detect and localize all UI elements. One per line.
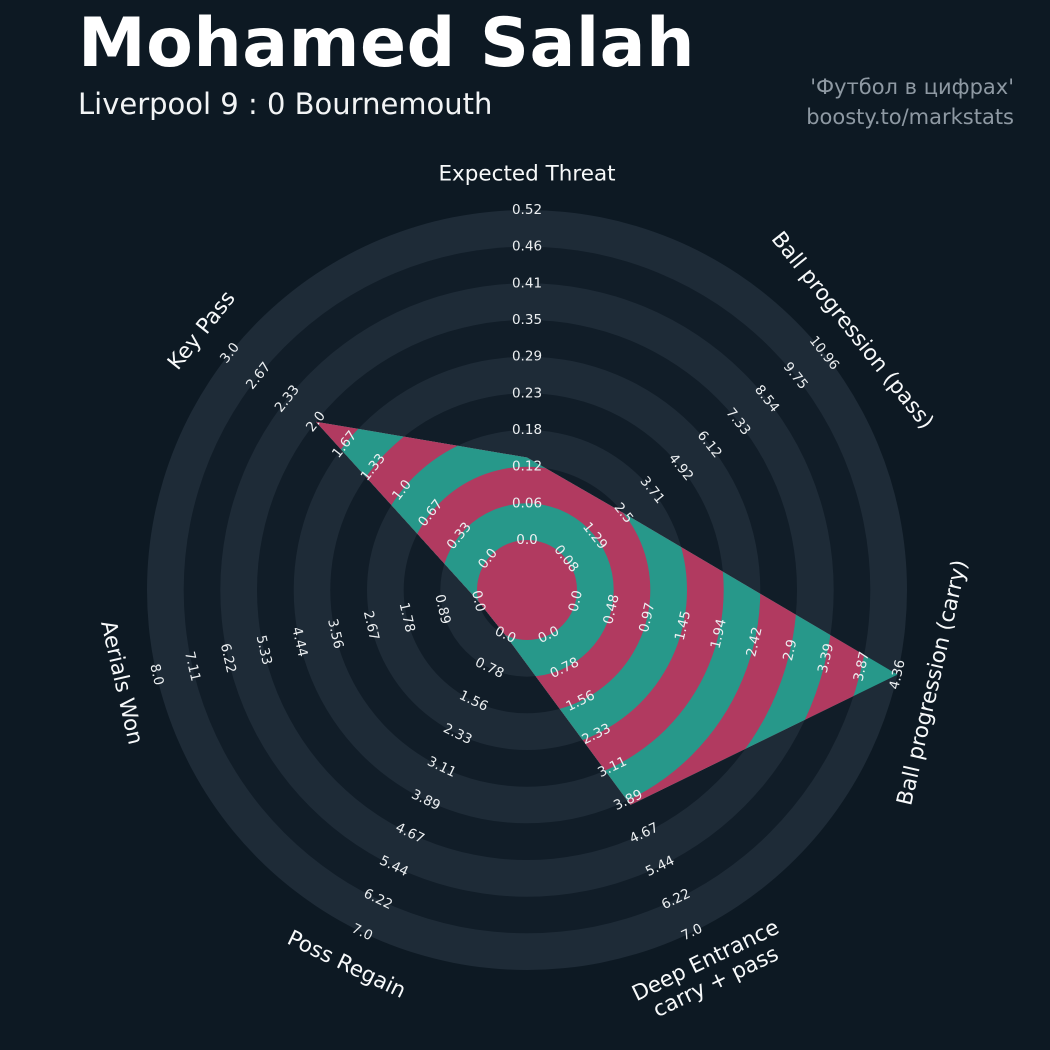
radar-tick-label: 0.52 [512, 202, 542, 218]
watermark-credit: 'Футбол в цифрах' boosty.to/markstats [806, 72, 1014, 133]
radar-tick-label: 0.48 [600, 593, 622, 626]
page-title: Mohamed Salah [78, 4, 695, 83]
radar-tick-label: 7.11 [181, 650, 203, 683]
radar-tick-label: 6.22 [217, 642, 239, 675]
radar-tick-label: 8.0 [146, 662, 166, 687]
credit-line-2: boosty.to/markstats [806, 105, 1014, 130]
radar-tick-label: 0.0 [516, 532, 537, 548]
radar-tick-label: 0.89 [431, 593, 453, 626]
title-block: Mohamed Salah Liverpool 9 : 0 Bournemout… [78, 4, 695, 122]
radar-tick-label: 1.78 [396, 601, 418, 634]
credit-line-1: 'Футбол в цифрах' [810, 75, 1014, 99]
radar-tick-label: 2.42 [743, 625, 765, 658]
radar-tick-label: 0.12 [512, 459, 542, 475]
match-score-subtitle: Liverpool 9 : 0 Bournemouth [78, 87, 493, 122]
radar-tick-label: 4.44 [288, 625, 310, 658]
radar-tick-label: 0.0 [566, 589, 586, 614]
radar-tick-label: 3.87 [851, 650, 873, 683]
radar-axis-title: Aerials Won [95, 618, 148, 747]
radar-tick-label: 4.36 [886, 658, 908, 691]
radar-tick-label: 0.23 [512, 385, 542, 401]
radar-tick-label: 0.06 [512, 495, 542, 511]
radar-tick-label: 0.18 [512, 422, 542, 438]
radar-tick-label: 0.46 [512, 239, 542, 255]
radar-tick-label: 3.39 [815, 642, 837, 675]
radar-axis-title: Expected Threat [438, 162, 615, 187]
radar-tick-label: 1.45 [672, 609, 694, 642]
radar-tick-label: 0.35 [512, 312, 542, 328]
radar-tick-label: 2.9 [780, 638, 800, 663]
radar-tick-label: 0.0 [468, 589, 488, 614]
radar-tick-label: 3.56 [324, 617, 346, 650]
radar-tick-label: 5.33 [253, 634, 275, 667]
page-header: Mohamed Salah Liverpool 9 : 0 Bournemout… [78, 8, 1014, 133]
radar-tick-label: 0.41 [512, 275, 542, 291]
radar-tick-label: 0.29 [512, 349, 542, 365]
radar-tick-label: 0.97 [636, 601, 658, 634]
radar-tick-label: 2.67 [360, 609, 382, 642]
radar-tick-label: 1.94 [708, 617, 730, 650]
